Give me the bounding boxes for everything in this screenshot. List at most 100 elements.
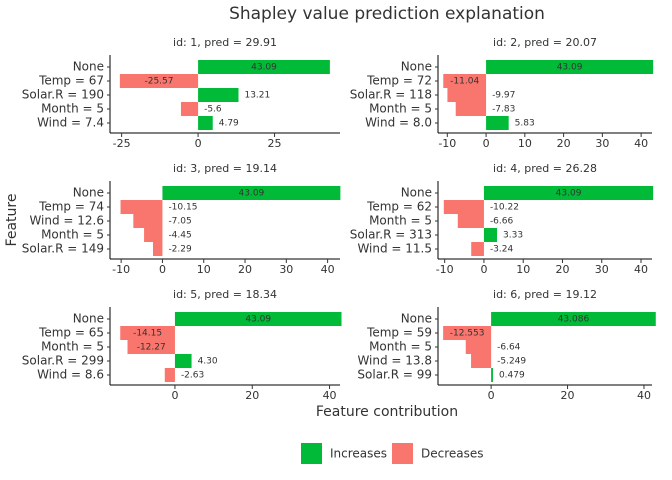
x-tick-label: 10 bbox=[197, 263, 211, 276]
value-label: -10.22 bbox=[490, 203, 519, 213]
y-tick-label: Temp = 67 bbox=[38, 74, 104, 88]
y-tick-label: Temp = 59 bbox=[366, 326, 432, 340]
legend-label: Increases bbox=[330, 447, 387, 461]
y-tick-label: None bbox=[401, 186, 432, 200]
value-label: 43.086 bbox=[558, 315, 590, 325]
y-tick-label: Temp = 65 bbox=[38, 326, 104, 340]
x-tick-label: -10 bbox=[112, 263, 130, 276]
bar bbox=[119, 74, 199, 88]
bar bbox=[174, 354, 192, 368]
value-label: -6.64 bbox=[497, 343, 521, 353]
x-tick-label: 20 bbox=[245, 389, 259, 402]
bar bbox=[465, 340, 492, 354]
y-tick-label: None bbox=[73, 186, 104, 200]
bar bbox=[198, 60, 330, 74]
bar bbox=[162, 186, 341, 200]
bar bbox=[127, 340, 175, 354]
value-label: -11.04 bbox=[450, 77, 479, 87]
y-tick-label: Month = 5 bbox=[41, 340, 104, 354]
value-label: -12.27 bbox=[137, 343, 166, 353]
value-label: 0.479 bbox=[499, 371, 525, 381]
panel-title: id: 5, pred = 18.34 bbox=[173, 288, 277, 301]
bar bbox=[455, 102, 487, 116]
y-tick-label: None bbox=[73, 312, 104, 326]
x-tick-label: 0 bbox=[171, 389, 178, 402]
y-tick-label: Temp = 72 bbox=[366, 74, 432, 88]
x-axis-label: Feature contribution bbox=[316, 404, 458, 420]
value-label: 43.09 bbox=[557, 63, 583, 73]
y-tick-label: Temp = 62 bbox=[366, 200, 432, 214]
y-tick-label: Wind = 7.4 bbox=[37, 116, 104, 130]
y-tick-label: Month = 5 bbox=[41, 228, 104, 242]
panel-title: id: 3, pred = 19.14 bbox=[173, 162, 277, 175]
bar bbox=[483, 186, 654, 200]
y-tick-label: Wind = 13.8 bbox=[357, 354, 432, 368]
bar bbox=[120, 326, 175, 340]
bar bbox=[447, 88, 487, 102]
y-tick-label: Solar.R = 149 bbox=[22, 242, 104, 256]
y-tick-label: Solar.R = 299 bbox=[22, 354, 104, 368]
y-tick-label: Month = 5 bbox=[369, 340, 432, 354]
panel-title: id: 1, pred = 29.91 bbox=[173, 36, 277, 49]
y-tick-label: Solar.R = 118 bbox=[350, 88, 432, 102]
value-label: -7.83 bbox=[492, 105, 515, 115]
y-tick-label: None bbox=[401, 312, 432, 326]
legend-swatch bbox=[301, 443, 322, 464]
value-label: 5.83 bbox=[515, 119, 535, 129]
x-tick-label: 20 bbox=[238, 263, 252, 276]
x-tick-label: 0 bbox=[488, 389, 495, 402]
bar bbox=[133, 214, 163, 228]
bar bbox=[491, 312, 656, 326]
x-tick-label: 10 bbox=[516, 263, 530, 276]
value-label: -14.15 bbox=[133, 329, 162, 339]
value-label: -9.97 bbox=[492, 91, 515, 101]
value-label: 43.09 bbox=[556, 189, 582, 199]
x-tick-label: 20 bbox=[557, 137, 571, 150]
bar bbox=[443, 74, 487, 88]
x-tick-label: -10 bbox=[436, 263, 454, 276]
value-label: -7.05 bbox=[168, 217, 191, 227]
y-tick-label: None bbox=[401, 60, 432, 74]
y-tick-label: None bbox=[73, 60, 104, 74]
value-label: -6.66 bbox=[490, 217, 514, 227]
value-label: 3.33 bbox=[503, 231, 523, 241]
value-label: 13.21 bbox=[244, 91, 270, 101]
bar bbox=[180, 102, 199, 116]
value-label: 4.30 bbox=[198, 357, 218, 367]
bar bbox=[198, 88, 239, 102]
y-axis-label: Feature bbox=[4, 194, 20, 247]
x-tick-label: 30 bbox=[279, 263, 293, 276]
y-tick-label: Wind = 12.6 bbox=[29, 214, 104, 228]
bar bbox=[174, 312, 342, 326]
x-tick-label: -10 bbox=[438, 137, 456, 150]
bar bbox=[443, 200, 484, 214]
value-label: -2.63 bbox=[181, 371, 204, 381]
panel-title: id: 4, pred = 26.28 bbox=[493, 162, 597, 175]
y-tick-label: Wind = 11.5 bbox=[357, 242, 432, 256]
value-label: -10.15 bbox=[168, 203, 197, 213]
value-label: -4.45 bbox=[168, 231, 191, 241]
x-tick-label: 0 bbox=[483, 137, 490, 150]
bar bbox=[198, 116, 213, 130]
bar bbox=[120, 200, 163, 214]
bar bbox=[152, 242, 163, 256]
bar bbox=[471, 354, 492, 368]
bar bbox=[483, 228, 498, 242]
panel-title: id: 6, pred = 19.12 bbox=[493, 288, 597, 301]
x-tick-label: 0 bbox=[195, 137, 202, 150]
x-tick-label: 30 bbox=[595, 263, 609, 276]
bar bbox=[471, 242, 484, 256]
bar bbox=[164, 368, 175, 382]
y-tick-label: Temp = 74 bbox=[38, 200, 104, 214]
x-tick-label: -25 bbox=[113, 137, 131, 150]
legend-swatch bbox=[392, 443, 413, 464]
x-tick-label: 30 bbox=[595, 137, 609, 150]
value-label: -5.6 bbox=[204, 105, 222, 115]
y-tick-label: Solar.R = 99 bbox=[357, 368, 432, 382]
y-tick-label: Month = 5 bbox=[369, 102, 432, 116]
x-tick-label: 25 bbox=[268, 137, 282, 150]
bar bbox=[443, 326, 492, 340]
y-tick-label: Solar.R = 313 bbox=[350, 228, 432, 242]
value-label: 43.09 bbox=[251, 63, 277, 73]
